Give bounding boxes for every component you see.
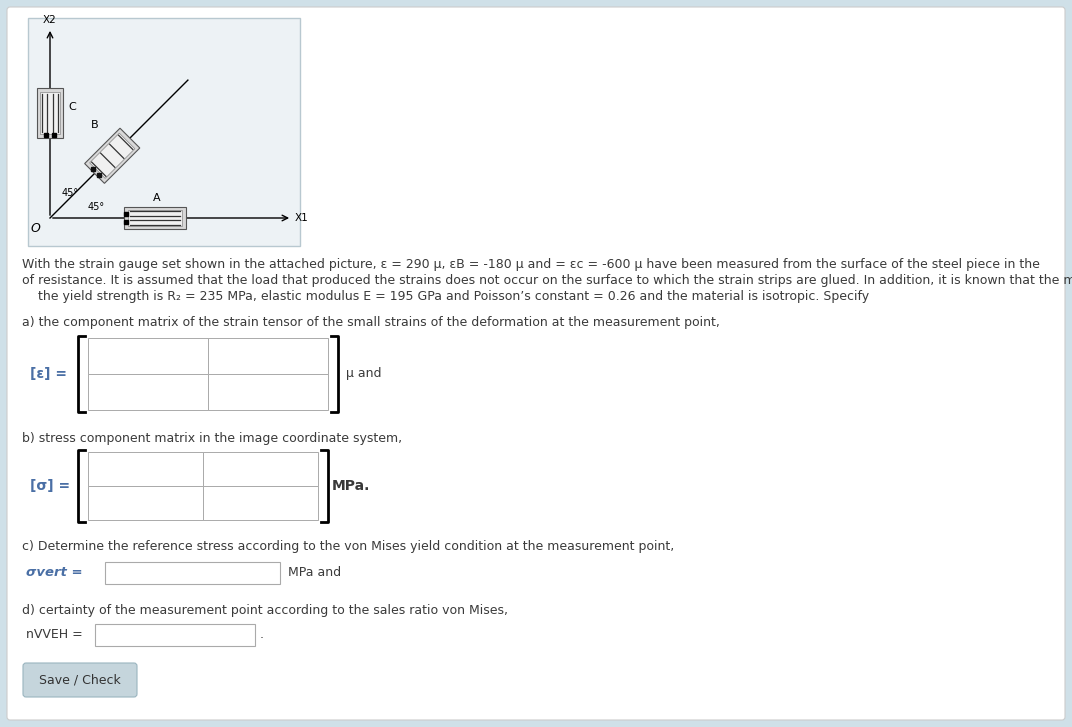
FancyBboxPatch shape	[90, 133, 135, 178]
Bar	[128, 210, 182, 226]
FancyBboxPatch shape	[23, 663, 137, 697]
Text: MPa and: MPa and	[288, 566, 341, 579]
Text: of resistance. It is assumed that the load that produced the strains does not oc: of resistance. It is assumed that the lo…	[23, 274, 1072, 287]
Text: MPa.: MPa.	[332, 479, 370, 493]
Text: 45°: 45°	[88, 202, 105, 212]
Bar	[88, 338, 208, 374]
Bar	[124, 207, 187, 229]
Text: μ and: μ and	[346, 368, 382, 380]
Text: With the strain gauge set shown in the attached picture, ε = 290 μ, εB = -180 μ : With the strain gauge set shown in the a…	[23, 258, 1040, 271]
Text: A: A	[153, 193, 161, 203]
Text: nVVEH =: nVVEH =	[26, 629, 83, 641]
Bar	[88, 486, 203, 520]
Bar	[88, 452, 203, 486]
Text: b) stress component matrix in the image coordinate system,: b) stress component matrix in the image …	[23, 432, 402, 445]
Text: 45°: 45°	[62, 188, 79, 198]
Text: σvert =: σvert =	[26, 566, 83, 579]
Bar	[203, 452, 318, 486]
Text: .: .	[260, 629, 264, 641]
Bar	[208, 338, 328, 374]
Text: O: O	[30, 222, 40, 235]
Bar	[203, 486, 318, 520]
Text: the yield strength is R₂ = 235 MPa, elastic modulus E = 195 GPa and Poisson’s co: the yield strength is R₂ = 235 MPa, elas…	[23, 290, 869, 303]
Bar	[38, 88, 63, 138]
Bar	[105, 562, 280, 584]
Text: a) the component matrix of the strain tensor of the small strains of the deforma: a) the component matrix of the strain te…	[23, 316, 720, 329]
Text: B: B	[90, 120, 98, 130]
Text: c) Determine the reference stress according to the von Mises yield condition at : c) Determine the reference stress accord…	[23, 540, 674, 553]
FancyBboxPatch shape	[85, 128, 139, 183]
Text: [ε] =: [ε] =	[30, 367, 66, 381]
Text: Save / Check: Save / Check	[39, 673, 121, 686]
Bar	[88, 374, 208, 410]
Text: d) certainty of the measurement point according to the sales ratio von Mises,: d) certainty of the measurement point ac…	[23, 604, 508, 617]
Bar	[40, 92, 60, 134]
Bar	[95, 624, 255, 646]
FancyBboxPatch shape	[8, 7, 1064, 720]
Bar	[208, 374, 328, 410]
Text: [σ] =: [σ] =	[30, 479, 70, 493]
Text: X1: X1	[295, 213, 309, 223]
Text: C: C	[68, 102, 76, 112]
Bar	[28, 18, 300, 246]
Text: X2: X2	[43, 15, 57, 25]
